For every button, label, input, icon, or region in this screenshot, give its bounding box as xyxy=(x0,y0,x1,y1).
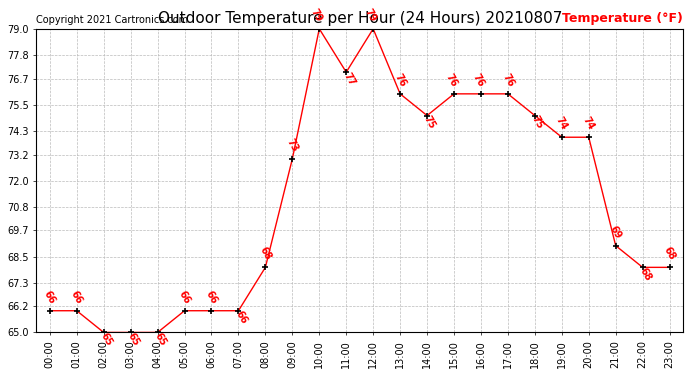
Text: 66: 66 xyxy=(233,309,249,326)
Text: 66: 66 xyxy=(204,289,219,305)
Text: 76: 76 xyxy=(471,72,486,88)
Text: 77: 77 xyxy=(342,70,357,87)
Text: 74: 74 xyxy=(554,115,569,132)
Text: 68: 68 xyxy=(638,266,653,282)
Text: 66: 66 xyxy=(69,289,84,305)
Text: 65: 65 xyxy=(126,331,141,348)
Text: 66: 66 xyxy=(177,289,193,305)
Text: 69: 69 xyxy=(608,224,623,240)
Text: Copyright 2021 Cartronics.com: Copyright 2021 Cartronics.com xyxy=(37,15,188,25)
Text: 75: 75 xyxy=(422,114,437,131)
Text: 66: 66 xyxy=(42,289,57,305)
Text: 73: 73 xyxy=(284,137,300,153)
Text: 75: 75 xyxy=(530,114,545,131)
Text: 68: 68 xyxy=(257,245,273,262)
Text: 76: 76 xyxy=(444,72,459,88)
Title: Outdoor Temperature per Hour (24 Hours) 20210807: Outdoor Temperature per Hour (24 Hours) … xyxy=(157,11,562,26)
Text: 76: 76 xyxy=(393,72,408,88)
Text: 68: 68 xyxy=(662,245,678,262)
Text: 74: 74 xyxy=(581,115,596,132)
Text: 79: 79 xyxy=(363,7,378,23)
Text: 65: 65 xyxy=(99,331,114,348)
Text: 65: 65 xyxy=(152,331,168,348)
Text: 79: 79 xyxy=(309,7,324,23)
Text: 76: 76 xyxy=(500,72,515,88)
Text: Temperature (°F): Temperature (°F) xyxy=(562,12,683,25)
